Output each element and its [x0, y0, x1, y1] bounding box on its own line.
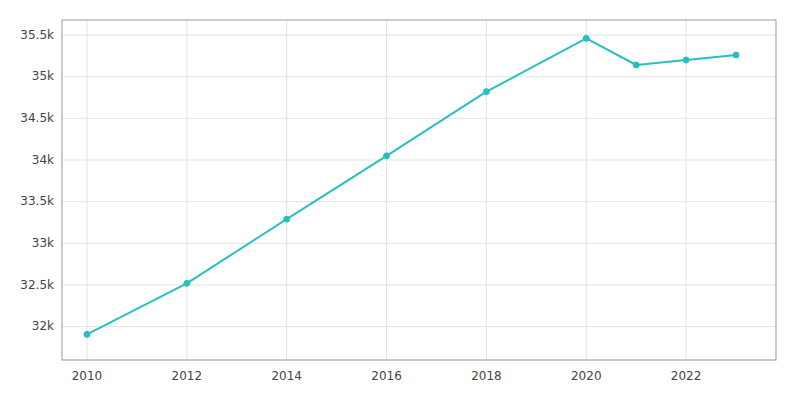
- plot-frame: [62, 20, 776, 360]
- x-tick-label: 2014: [271, 369, 302, 383]
- line: [87, 38, 736, 334]
- marker: [483, 89, 489, 95]
- x-grid-line: [186, 20, 187, 360]
- series: [84, 35, 739, 337]
- y-grid-line: [62, 285, 776, 286]
- x-tick-label: 2010: [72, 369, 103, 383]
- y-grid-line: [62, 76, 776, 77]
- x-tick-label: 2018: [471, 369, 502, 383]
- marker: [384, 153, 390, 159]
- marker: [184, 280, 190, 286]
- x-grid-line: [686, 20, 687, 360]
- y-tick-label: 35.5k: [20, 28, 54, 42]
- y-grid-line: [62, 326, 776, 327]
- marker: [633, 62, 639, 68]
- y-tick-label: 33k: [32, 236, 54, 250]
- x-grid-line: [286, 20, 287, 360]
- marker: [84, 331, 90, 337]
- y-grid-line: [62, 243, 776, 244]
- marker: [583, 35, 589, 41]
- y-grid-line: [62, 160, 776, 161]
- y-tick-label: 34.5k: [20, 111, 54, 125]
- y-tick-label: 32k: [32, 319, 54, 333]
- x-grid-line: [86, 20, 87, 360]
- chart-container: 32k 32.5k 33k 33.5k 34k 34.5k 35k 35.5k 2010 2012…: [0, 0, 800, 400]
- x-tick-label: 2020: [571, 369, 602, 383]
- marker: [284, 216, 290, 222]
- axes: 32k 32.5k 33k 33.5k 34k 34.5k 35k 35.5k 2010 2012…: [20, 20, 776, 383]
- x-grid-line: [586, 20, 587, 360]
- chart: 32k 32.5k 33k 33.5k 34k 34.5k 35k 35.5k 2010 2012…: [0, 0, 800, 400]
- y-tick-label: 34k: [32, 153, 54, 167]
- y-grid-line: [62, 35, 776, 36]
- x-grid-line: [386, 20, 387, 360]
- x-tick-label: 2016: [371, 369, 402, 383]
- y-grid-line: [62, 118, 776, 119]
- y-tick-label: 35k: [32, 69, 54, 83]
- y-tick-label: 33.5k: [20, 194, 54, 208]
- marker: [683, 57, 689, 63]
- y-tick-label: 32.5k: [20, 278, 54, 292]
- x-grid-line: [486, 20, 487, 360]
- grid: [62, 20, 776, 360]
- x-tick-label: 2012: [172, 369, 203, 383]
- marker: [733, 52, 739, 58]
- y-grid-line: [62, 201, 776, 202]
- x-tick-label: 2022: [671, 369, 702, 383]
